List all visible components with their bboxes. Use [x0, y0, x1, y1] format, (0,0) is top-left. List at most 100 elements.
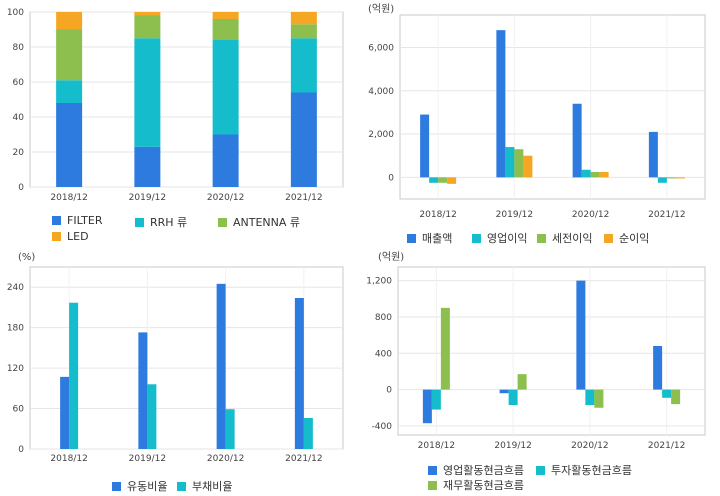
bar — [69, 302, 79, 449]
y-tick-label: -400 — [372, 422, 393, 432]
x-tick-label: 2019/12 — [494, 441, 531, 451]
y-tick-label: 6,000 — [368, 43, 394, 53]
bar — [147, 384, 157, 449]
bar — [576, 280, 586, 390]
y-tick-label: 0 — [386, 386, 392, 396]
legend-label: FILTER — [67, 214, 103, 227]
legend-item: 유동비율 — [112, 478, 167, 494]
legend-item: 투자활동현금흐름 — [536, 462, 632, 478]
bar — [657, 177, 667, 183]
plot-area — [29, 11, 344, 188]
income-statement-chart: (억원) 0 2,000 4,000 6,000 2018/12 2019/12 2020/1… — [360, 0, 720, 248]
legend-item: 세전이익 — [537, 230, 592, 246]
legend-swatch — [52, 232, 61, 241]
bar — [134, 38, 161, 147]
income-statement-plot: (억원) 0 2,000 4,000 6,000 2018/12 2019/12 2020/1… — [368, 3, 706, 220]
bar — [290, 92, 317, 187]
bar — [60, 376, 70, 449]
legend-label: 재무활동현금흐름 — [443, 479, 524, 492]
x-tick-label: 2019/12 — [496, 210, 533, 220]
bar — [572, 103, 582, 178]
y-tick-label: 100 — [7, 8, 24, 18]
y-tick-label: 0 — [18, 183, 24, 193]
bar — [508, 389, 518, 406]
legend-item: 재무활동현금흐름 — [428, 477, 524, 493]
legend-label: 영업이익 — [487, 232, 528, 245]
cash-flow-plot: (억원) -400 0 400 800 1,200 2018/12 2019/12 2020/1… — [366, 251, 706, 451]
y-tick-label: 400 — [375, 349, 392, 359]
x-tick-label: 2018/12 — [50, 454, 87, 464]
y-tick-label: 0 — [18, 445, 24, 455]
ratio-chart: (%) 0 60 120 180 240 2018/12 2019/12 2020/12 2021… — [0, 248, 360, 496]
legend-label: LED — [67, 230, 89, 243]
y-tick-label: 40 — [13, 113, 25, 123]
unit-label: (%) — [18, 252, 35, 263]
y-tick-label: 1,200 — [366, 277, 392, 287]
x-tick-label: 2020/12 — [207, 454, 244, 464]
cash-flow-chart: (억원) -400 0 400 800 1,200 2018/12 2019/12 2020/1… — [360, 248, 720, 496]
y-tick-label: 60 — [13, 405, 25, 415]
legend-swatch — [52, 216, 61, 225]
bar — [517, 374, 527, 390]
legend-swatch — [112, 481, 121, 491]
bar — [422, 389, 432, 424]
x-tick-label: 2021/12 — [648, 441, 685, 451]
bar — [212, 19, 239, 40]
bar — [675, 177, 685, 179]
y-tick-label: 120 — [7, 364, 24, 374]
legend-label: 세전이익 — [552, 232, 593, 245]
x-tick-label: 2020/12 — [572, 210, 609, 220]
bar — [56, 103, 83, 187]
bar — [648, 131, 658, 178]
legend-swatch — [407, 233, 416, 243]
bar — [505, 147, 515, 178]
bar — [581, 169, 591, 178]
legend-label: 투자활동현금흐름 — [551, 464, 632, 477]
bar — [290, 38, 317, 93]
bar — [662, 389, 672, 398]
bar — [440, 307, 450, 390]
legend-swatch — [428, 480, 437, 490]
bar — [294, 298, 304, 449]
bar — [594, 389, 604, 408]
bar — [212, 12, 239, 19]
x-tick-label: 2018/12 — [418, 441, 455, 451]
legend-item: FILTER — [52, 214, 103, 227]
bar — [134, 15, 161, 39]
legend-item: 영업이익 — [472, 230, 527, 246]
legend-item: RRH 류 — [135, 214, 187, 230]
legend-swatch — [536, 465, 545, 475]
bar — [56, 12, 83, 30]
bar — [225, 409, 235, 449]
bar — [599, 171, 609, 178]
bar — [290, 24, 317, 39]
bar — [56, 29, 83, 81]
x-tick-label: 2020/12 — [571, 441, 608, 451]
bar — [303, 417, 313, 449]
legend-label: 영업활동현금흐름 — [443, 464, 524, 477]
bar — [671, 389, 681, 405]
legend-label: 유동비율 — [127, 480, 168, 493]
legend-item: 순이익 — [604, 230, 649, 246]
bar — [138, 332, 148, 449]
bar — [431, 389, 441, 410]
bar — [496, 30, 506, 178]
legend-swatch — [177, 481, 186, 491]
x-tick-label: 2021/12 — [285, 193, 322, 203]
x-tick-label: 2021/12 — [648, 210, 685, 220]
legend-label: RRH 류 — [150, 216, 188, 229]
plot-area — [29, 266, 344, 450]
legend-swatch — [604, 233, 613, 243]
y-tick-label: 60 — [13, 78, 25, 88]
y-tick-label: 4,000 — [368, 87, 394, 97]
unit-label: (억원) — [368, 3, 394, 15]
legend-swatch — [428, 465, 437, 475]
sales-composition-chart: 0 20 40 60 80 100 2018/12 2019/12 2020/12 2021/12… — [0, 0, 360, 248]
legend-swatch — [537, 233, 546, 243]
bar — [212, 40, 239, 135]
bar — [514, 149, 524, 178]
bar — [438, 177, 448, 183]
x-tick-label: 2019/12 — [129, 193, 166, 203]
legend-label: 부채비율 — [192, 480, 233, 493]
bar — [429, 177, 439, 183]
